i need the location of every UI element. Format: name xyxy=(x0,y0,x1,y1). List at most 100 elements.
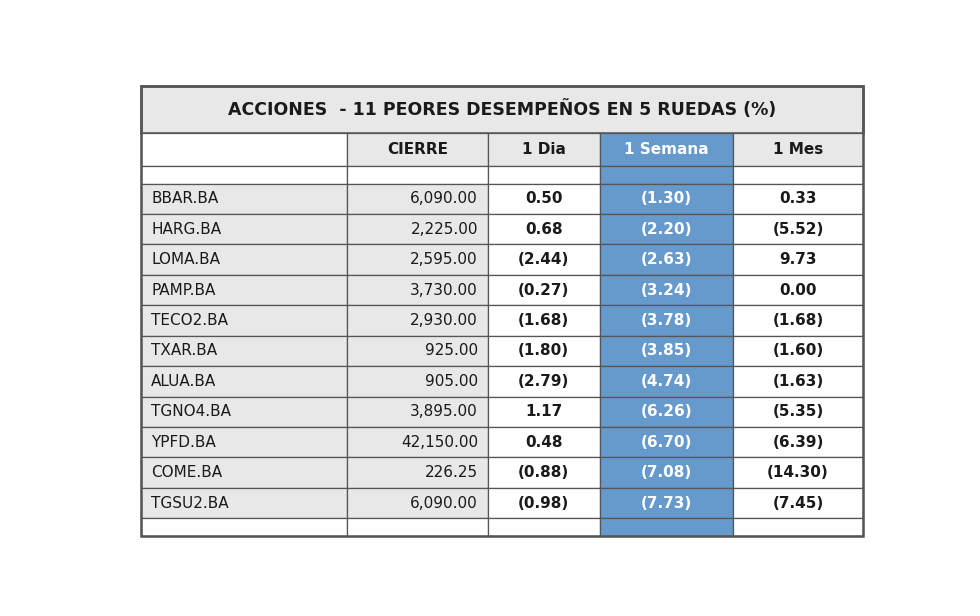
Bar xyxy=(733,366,863,397)
Text: 0.33: 0.33 xyxy=(779,192,816,206)
Bar xyxy=(733,488,863,518)
Text: 0.48: 0.48 xyxy=(525,435,563,450)
Bar xyxy=(347,366,488,397)
Text: 2,595.00: 2,595.00 xyxy=(411,252,478,267)
Bar xyxy=(141,214,347,245)
Text: (5.52): (5.52) xyxy=(772,222,824,237)
Bar xyxy=(600,214,733,245)
Bar xyxy=(600,518,733,537)
Bar xyxy=(141,184,347,214)
Text: 9.73: 9.73 xyxy=(779,252,816,267)
Bar xyxy=(141,166,347,184)
Text: 2,225.00: 2,225.00 xyxy=(411,222,478,237)
Text: 1 Semana: 1 Semana xyxy=(624,142,709,157)
Bar xyxy=(347,397,488,427)
Bar xyxy=(141,86,863,133)
Text: BBAR.BA: BBAR.BA xyxy=(151,192,219,206)
Text: 0.00: 0.00 xyxy=(779,283,816,298)
Text: (0.98): (0.98) xyxy=(518,496,569,511)
Bar xyxy=(488,518,600,537)
Bar xyxy=(141,245,347,275)
Bar xyxy=(347,427,488,458)
Bar xyxy=(733,518,863,537)
Bar xyxy=(347,488,488,518)
Bar xyxy=(141,397,347,427)
Bar xyxy=(141,458,347,488)
Text: 42,150.00: 42,150.00 xyxy=(401,435,478,450)
Text: (1.63): (1.63) xyxy=(772,374,824,389)
Bar xyxy=(347,275,488,306)
Bar xyxy=(600,306,733,336)
Text: TGSU2.BA: TGSU2.BA xyxy=(151,496,229,511)
Bar xyxy=(488,397,600,427)
Text: 3,895.00: 3,895.00 xyxy=(411,404,478,419)
Bar xyxy=(600,133,733,166)
Text: (3.24): (3.24) xyxy=(641,283,692,298)
Text: (2.44): (2.44) xyxy=(518,252,569,267)
Bar xyxy=(600,488,733,518)
Text: (1.68): (1.68) xyxy=(518,313,569,328)
Bar xyxy=(347,133,488,166)
Text: 0.50: 0.50 xyxy=(525,192,563,206)
Bar xyxy=(733,397,863,427)
Bar xyxy=(347,245,488,275)
Text: (4.74): (4.74) xyxy=(641,374,692,389)
Bar xyxy=(488,488,600,518)
Bar xyxy=(600,366,733,397)
Bar xyxy=(488,184,600,214)
Bar xyxy=(347,458,488,488)
Bar xyxy=(600,275,733,306)
Text: (0.88): (0.88) xyxy=(518,465,569,480)
Bar xyxy=(488,275,600,306)
Text: (3.78): (3.78) xyxy=(641,313,692,328)
Bar xyxy=(733,184,863,214)
Text: COME.BA: COME.BA xyxy=(151,465,222,480)
Bar xyxy=(347,184,488,214)
Text: (1.80): (1.80) xyxy=(518,344,569,359)
Text: (2.20): (2.20) xyxy=(641,222,692,237)
Bar xyxy=(733,336,863,366)
Text: 226.25: 226.25 xyxy=(424,465,478,480)
Bar xyxy=(600,458,733,488)
Text: (6.26): (6.26) xyxy=(641,404,692,419)
Text: 1 Mes: 1 Mes xyxy=(773,142,823,157)
Text: (6.39): (6.39) xyxy=(772,435,824,450)
Text: LOMA.BA: LOMA.BA xyxy=(151,252,220,267)
Bar xyxy=(488,336,600,366)
Text: 0.68: 0.68 xyxy=(525,222,563,237)
Text: (2.79): (2.79) xyxy=(518,374,569,389)
Text: 1.17: 1.17 xyxy=(525,404,563,419)
Text: TECO2.BA: TECO2.BA xyxy=(151,313,228,328)
Bar xyxy=(733,214,863,245)
Text: ACCIONES  - 11 PEORES DESEMPEÑOS EN 5 RUEDAS (%): ACCIONES - 11 PEORES DESEMPEÑOS EN 5 RUE… xyxy=(228,100,776,119)
Text: (1.68): (1.68) xyxy=(772,313,824,328)
Text: (6.70): (6.70) xyxy=(641,435,692,450)
Bar xyxy=(733,133,863,166)
Bar xyxy=(141,488,347,518)
Text: 3,730.00: 3,730.00 xyxy=(411,283,478,298)
Text: (14.30): (14.30) xyxy=(767,465,829,480)
Text: (1.60): (1.60) xyxy=(772,344,824,359)
Text: (3.85): (3.85) xyxy=(641,344,692,359)
Text: 905.00: 905.00 xyxy=(424,374,478,389)
Bar xyxy=(488,458,600,488)
Bar xyxy=(600,397,733,427)
Text: 925.00: 925.00 xyxy=(424,344,478,359)
Bar xyxy=(141,518,347,537)
Text: ALUA.BA: ALUA.BA xyxy=(151,374,217,389)
Bar xyxy=(488,366,600,397)
Text: YPFD.BA: YPFD.BA xyxy=(151,435,217,450)
Text: CIERRE: CIERRE xyxy=(387,142,448,157)
Text: PAMP.BA: PAMP.BA xyxy=(151,283,216,298)
Bar xyxy=(488,166,600,184)
Text: 2,930.00: 2,930.00 xyxy=(411,313,478,328)
Bar xyxy=(141,133,347,166)
Text: HARG.BA: HARG.BA xyxy=(151,222,221,237)
Bar xyxy=(488,214,600,245)
Text: TXAR.BA: TXAR.BA xyxy=(151,344,218,359)
Bar xyxy=(733,245,863,275)
Bar xyxy=(141,366,347,397)
Text: (0.27): (0.27) xyxy=(518,283,569,298)
Bar xyxy=(733,427,863,458)
Bar xyxy=(347,306,488,336)
